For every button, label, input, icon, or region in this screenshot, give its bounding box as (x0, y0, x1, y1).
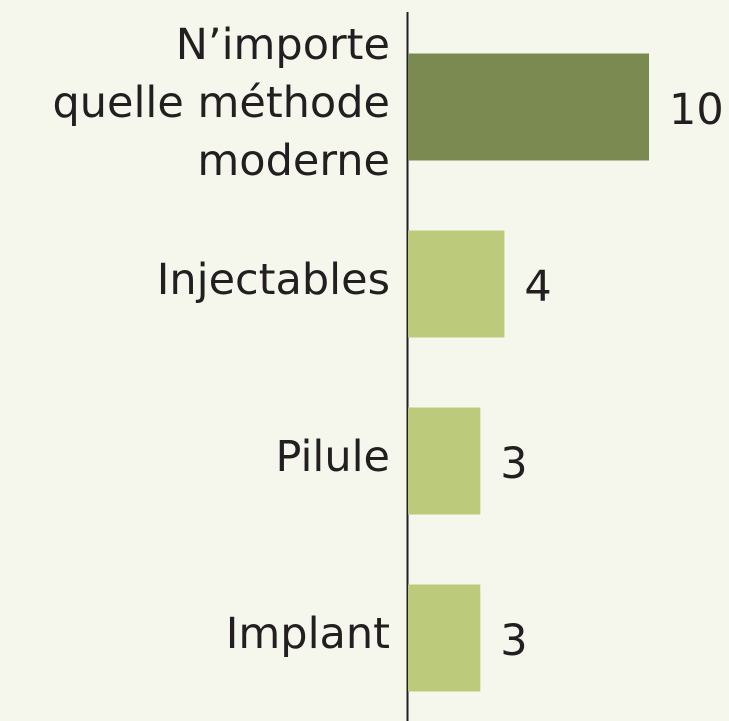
bar (408, 584, 481, 692)
value-label: 3 (500, 439, 528, 489)
bar (408, 407, 481, 515)
value-label: 4 (524, 262, 552, 312)
category-label: Pilule (275, 432, 390, 482)
category-label: N’importe quelle méthode moderne (52, 20, 390, 186)
value-label: 10 (669, 85, 724, 135)
bar (408, 53, 649, 161)
category-label: Implant (225, 609, 390, 659)
category-label: Injectables (156, 255, 390, 305)
bar (408, 230, 505, 338)
value-label: 3 (500, 616, 528, 666)
